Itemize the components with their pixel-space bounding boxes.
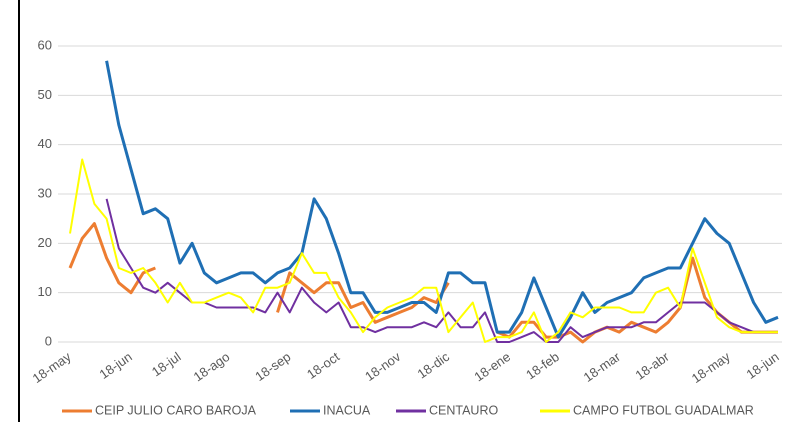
y-tick-label: 10 bbox=[38, 284, 52, 299]
x-tick-label: 18-jun bbox=[743, 349, 781, 382]
x-tick-label: 18-may bbox=[30, 349, 75, 386]
series-line bbox=[105, 60, 779, 339]
x-tick-label: 18-mar bbox=[581, 349, 624, 385]
y-tick-label: 60 bbox=[38, 37, 52, 52]
x-tick-label: 18-ago bbox=[191, 349, 233, 385]
x-tick-label: 18-jul bbox=[149, 349, 184, 380]
y-tick-label: 40 bbox=[38, 136, 52, 151]
legend-label: CENTAURO bbox=[429, 403, 498, 417]
x-tick-label: 18-abr bbox=[632, 349, 672, 383]
x-tick-label: 18-feb bbox=[523, 349, 562, 382]
x-tick-label: 18-jun bbox=[97, 349, 135, 382]
y-tick-label: 50 bbox=[38, 87, 52, 102]
legend-label: CAMPO FUTBOL GUADALMAR bbox=[573, 403, 754, 417]
x-tick-label: 18-sep bbox=[252, 349, 293, 384]
series-line bbox=[105, 198, 778, 343]
legend-label: INACUA bbox=[323, 403, 371, 417]
series-line bbox=[69, 158, 778, 343]
series-line bbox=[68, 222, 778, 344]
x-tick-label: 18-dic bbox=[414, 349, 452, 382]
y-tick-label: 0 bbox=[45, 333, 52, 348]
y-tick-label: 30 bbox=[38, 185, 52, 200]
x-tick-label: 18-ene bbox=[471, 349, 513, 385]
y-tick-label: 20 bbox=[38, 235, 52, 250]
x-tick-label: 18-may bbox=[689, 349, 734, 386]
x-tick-label: 18-oct bbox=[304, 349, 343, 382]
x-tick-label: 18-nov bbox=[362, 349, 404, 384]
legend-label: CEIP JULIO CARO BAROJA bbox=[95, 403, 257, 417]
